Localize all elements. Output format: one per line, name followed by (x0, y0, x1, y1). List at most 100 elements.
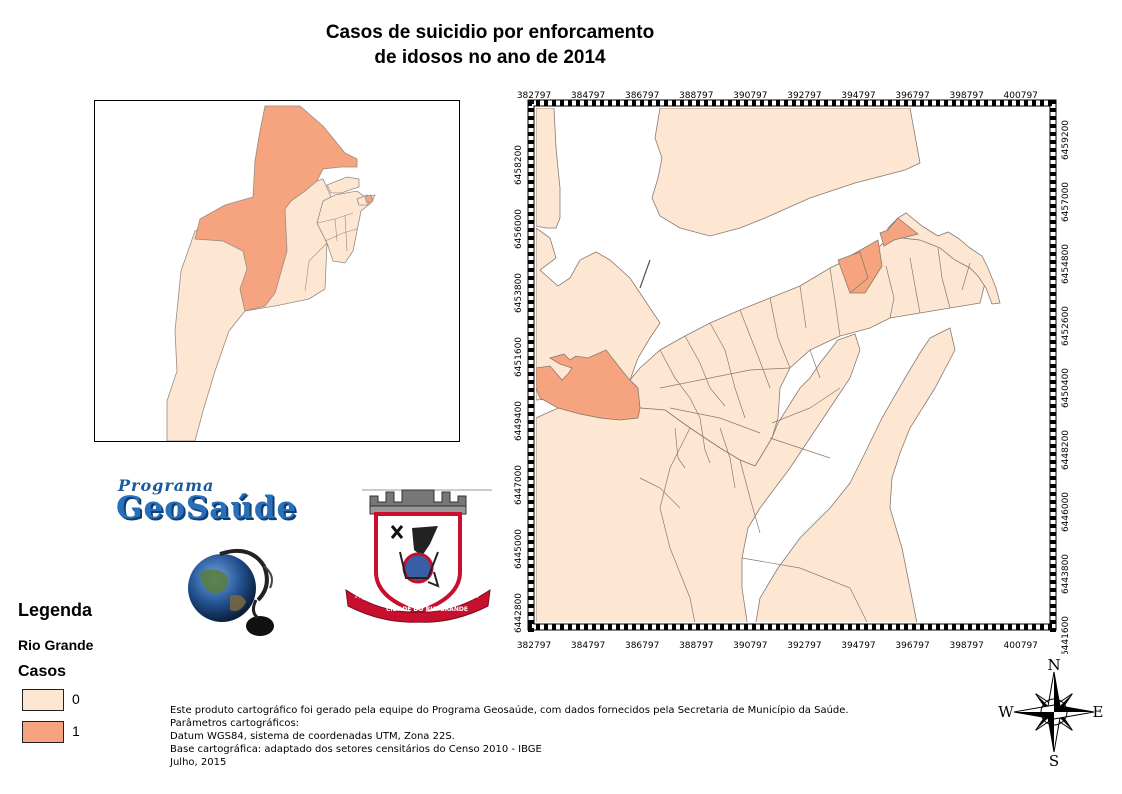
region-west-landmass (536, 108, 561, 229)
frame-tick (936, 624, 940, 630)
frame-ticks (528, 100, 1056, 632)
grid-x-label-top: 392797 (787, 91, 821, 101)
frame-tick (528, 508, 534, 512)
frame-tick (656, 624, 660, 630)
frame-tick (1050, 332, 1056, 336)
credits-line-4: Base cartográfica: adaptado dos setores … (170, 744, 542, 755)
frame-tick (1050, 316, 1056, 320)
grid-y-label-right: 6446000 (1061, 492, 1071, 532)
frame-tick (808, 624, 812, 630)
frame-tick (528, 276, 534, 280)
region-northeast (884, 212, 1001, 305)
frame-tick (800, 624, 804, 630)
frame-tick (528, 476, 534, 480)
frame-tick (1050, 596, 1056, 600)
frame-tick (1050, 364, 1056, 368)
grid-y-label-left: 6445000 (514, 529, 524, 569)
frame-tick (528, 500, 534, 504)
frame-tick (528, 572, 534, 576)
frame-tick (528, 412, 534, 416)
frame-tick (1050, 180, 1056, 184)
frame-tick (528, 364, 534, 368)
frame-tick (528, 484, 534, 488)
grid-x-label-bottom: 384797 (571, 641, 605, 651)
legend-field-name: Casos (18, 663, 67, 680)
frame-tick (1050, 532, 1056, 536)
credits-line-3: Datum WGS84, sistema de coordenadas UTM,… (170, 731, 455, 742)
frame-tick (984, 100, 988, 106)
frame-tick (832, 100, 836, 106)
frame-tick (1050, 484, 1056, 488)
frame-tick (744, 624, 748, 630)
legend-label-0: 0 (72, 691, 80, 707)
frame-tick (536, 100, 540, 106)
frame-tick (528, 516, 534, 520)
frame-tick (664, 624, 668, 630)
frame-tick (528, 348, 534, 352)
frame-tick (776, 100, 780, 106)
frame-tick (560, 624, 564, 630)
grid-y-label-left: 6451600 (514, 337, 524, 377)
frame-tick (936, 100, 940, 106)
legend-item-0: 0 (18, 689, 158, 713)
frame-tick (608, 100, 612, 106)
frame-tick (920, 624, 924, 630)
grid-y-label-right: 6459200 (1061, 120, 1071, 160)
frame-tick (968, 624, 972, 630)
frame-tick (984, 624, 988, 630)
frame-tick (704, 100, 708, 106)
frame-tick (528, 580, 534, 584)
inset-map-svg (166, 105, 376, 441)
frame-tick (528, 380, 534, 384)
frame-tick (1050, 620, 1056, 624)
frame-tick (992, 100, 996, 106)
frame-tick (976, 624, 980, 630)
frame-tick (872, 100, 876, 106)
frame-tick (528, 460, 534, 464)
region-east-landmass (755, 327, 956, 622)
compass-rose-icon: N S W E (998, 656, 1103, 770)
legend-swatch-1 (22, 721, 64, 743)
frame-tick (528, 452, 534, 456)
frame-tick (528, 284, 534, 288)
frame-tick (856, 100, 860, 106)
frame-tick (896, 100, 900, 106)
frame-tick (1050, 236, 1056, 240)
frame-tick (528, 116, 534, 120)
frame-tick (1050, 252, 1056, 256)
frame-tick (648, 624, 652, 630)
frame-tick (528, 108, 534, 112)
frame-tick (528, 596, 534, 600)
grid-x-label-top: 394797 (841, 91, 875, 101)
frame-tick (728, 624, 732, 630)
frame-tick (1050, 308, 1056, 312)
frame-tick (768, 624, 772, 630)
frame-tick (528, 268, 534, 272)
frame-tick (1050, 228, 1056, 232)
grid-y-label-right: 6448200 (1061, 430, 1071, 470)
frame-tick (1050, 420, 1056, 424)
grid-x-label-bottom: 386797 (625, 641, 659, 651)
frame-tick (528, 292, 534, 296)
frame-tick (1050, 244, 1056, 248)
grid-x-label-bottom: 388797 (679, 641, 713, 651)
grid-x-label-top: 398797 (949, 91, 983, 101)
frame-tick (528, 340, 534, 344)
frame-tick (528, 548, 534, 552)
frame-tick (1050, 380, 1056, 384)
frame-tick (1050, 540, 1056, 544)
frame-tick (696, 624, 700, 630)
frame-tick (576, 100, 580, 106)
frame-tick (632, 624, 636, 630)
frame-tick (1050, 604, 1056, 608)
frame-tick (1050, 124, 1056, 128)
frame-tick (1050, 588, 1056, 592)
region-south-peninsula (536, 333, 861, 622)
frame-tick (1050, 548, 1056, 552)
frame-tick (944, 624, 948, 630)
frame-tick (1050, 212, 1056, 216)
frame-tick (912, 624, 916, 630)
frame-tick (528, 372, 534, 376)
frame-tick (1050, 492, 1056, 496)
frame-tick (776, 624, 780, 630)
